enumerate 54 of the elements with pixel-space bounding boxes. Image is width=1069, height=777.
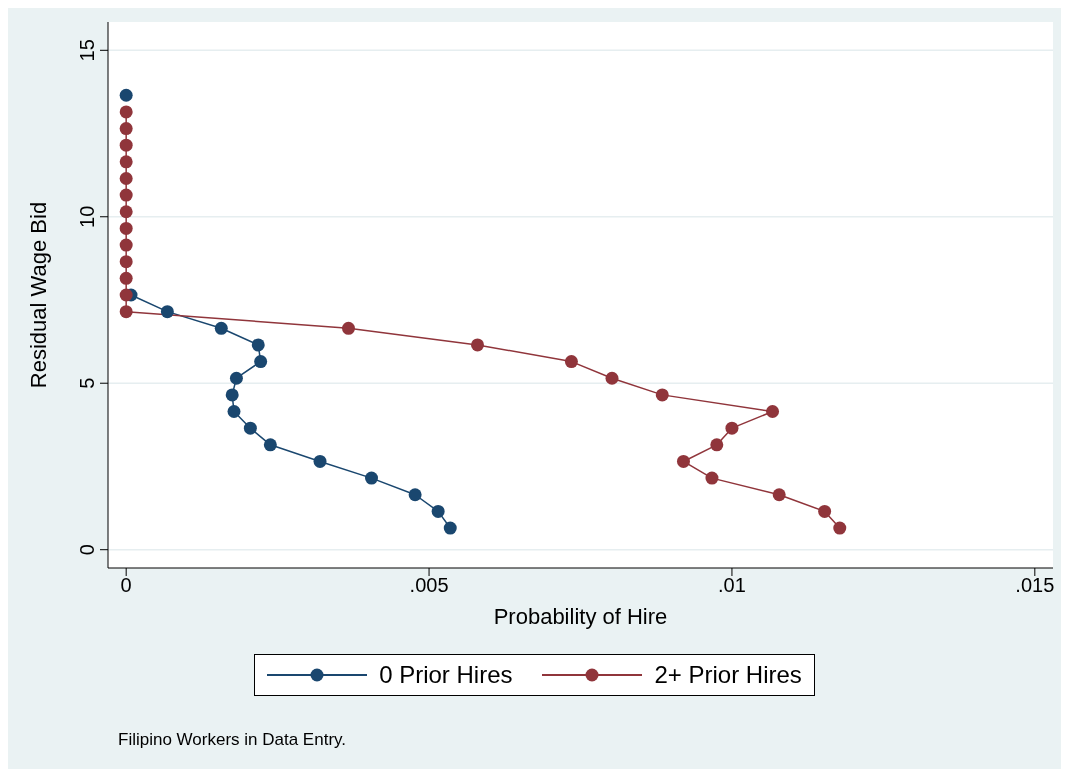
point (119, 205, 133, 219)
point (705, 471, 719, 485)
point (119, 221, 133, 235)
point (263, 438, 277, 452)
y-tick-label: 15 (76, 39, 98, 62)
point (119, 188, 133, 202)
point (313, 454, 327, 468)
point (243, 421, 257, 435)
x-tick-label: .01 (718, 574, 746, 597)
point (119, 288, 133, 302)
x-tick-label: .015 (1015, 574, 1055, 597)
point (119, 171, 133, 185)
point (676, 454, 690, 468)
point (119, 155, 133, 169)
point (365, 471, 379, 485)
x-tick-label: 0 (120, 574, 132, 597)
point (725, 421, 739, 435)
y-tick-label: 10 (76, 205, 98, 228)
point (119, 255, 133, 269)
point (225, 388, 239, 402)
point (431, 504, 445, 518)
point (227, 405, 241, 419)
y-axis-title: Residual Wage Bid (25, 201, 51, 389)
point (408, 488, 422, 502)
point (119, 238, 133, 252)
point (818, 504, 832, 518)
point (471, 338, 485, 352)
point (229, 371, 243, 385)
point (214, 321, 228, 335)
legend-label: 2+ Prior Hires (654, 661, 802, 689)
point (341, 321, 355, 335)
point (833, 521, 847, 535)
point (119, 138, 133, 152)
point (655, 388, 669, 402)
y-tick-label: 5 (76, 377, 98, 389)
point (119, 88, 133, 102)
y-tick-label: 0 (76, 544, 98, 556)
point (251, 338, 265, 352)
point (564, 355, 578, 369)
x-tick-label: .005 (409, 574, 449, 597)
point (119, 122, 133, 136)
point (710, 438, 724, 452)
point (119, 105, 133, 119)
point (772, 488, 786, 502)
point (119, 271, 133, 285)
point (119, 305, 133, 319)
x-axis-title: Probability of Hire (493, 604, 668, 629)
point (443, 521, 457, 535)
legend-label: 0 Prior Hires (379, 661, 513, 689)
text: Filipino Workers in Data Entry. (118, 730, 346, 750)
point (254, 355, 268, 369)
point (766, 405, 780, 419)
point (160, 305, 174, 319)
point (605, 371, 619, 385)
